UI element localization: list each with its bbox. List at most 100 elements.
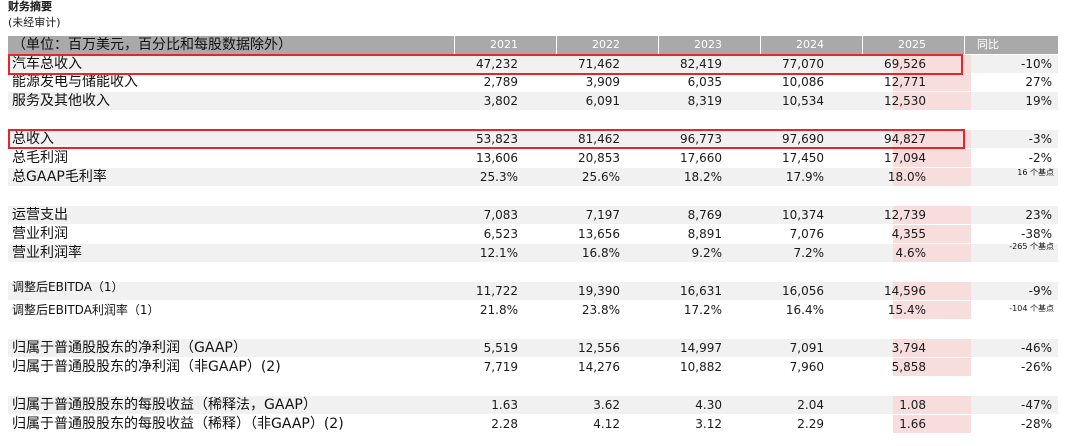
value-2024: 17.9% [785, 170, 824, 184]
value-2022: 71,462 [578, 57, 620, 71]
value-2025: 18.0% [887, 170, 926, 184]
value-2021: 21.8% [479, 303, 518, 317]
value-2024: 16,056 [782, 284, 824, 298]
value-2021: 25.3% [479, 170, 518, 184]
highlight-2025 [893, 130, 971, 148]
year-2021-header: 2021 [490, 38, 518, 51]
table-row: 总GAAP毛利率 25.3% 25.6% 18.2% 17.9% 18.0% [8, 168, 1058, 186]
value-yoy: 27% [1025, 75, 1052, 89]
value-2023: 18.2% [683, 170, 722, 184]
value-yoy: -38% [1020, 227, 1052, 241]
column-divider [964, 36, 965, 54]
table-header: （单位：百万美元，百分比和每股数据除外） 2021 2022 2023 2024… [8, 36, 1058, 54]
value-2024: 7,960 [789, 360, 824, 374]
value-yoy: -9% [1028, 284, 1052, 298]
table-row: 汽车总收入 47,232 71,462 82,419 77,070 69,526… [8, 55, 1058, 73]
row-label: 总收入 [12, 131, 54, 147]
table-row: 归属于普通股股东的每股收益（稀释）（非GAAP）(2) 2.28 4.12 3.… [8, 415, 1058, 433]
row-label: 运营支出 [12, 207, 68, 223]
table-subtitle: (未经审计) [8, 16, 61, 29]
value-2024: 7.2% [793, 246, 825, 260]
value-2021: 1.63 [491, 398, 518, 412]
value-2021: 12.1% [479, 246, 518, 260]
value-2022: 25.6% [581, 170, 620, 184]
row-label: 总毛利润 [12, 150, 68, 166]
value-2021: 3,802 [483, 94, 518, 108]
value-2025: 69,526 [884, 57, 926, 71]
value-yoy: -28% [1020, 417, 1052, 431]
value-2021: 7,719 [483, 360, 518, 374]
value-2025: 3,794 [891, 341, 926, 355]
row-label: 归属于普通股股东的净利润（非GAAP）(2) [12, 359, 281, 375]
value-2021: 47,232 [476, 57, 518, 71]
highlight-2025 [893, 149, 971, 167]
table-title: 财务摘要 [8, 0, 52, 13]
value-2021: 2,789 [483, 75, 518, 89]
value-2022: 13,656 [578, 227, 620, 241]
value-2022: 7,197 [585, 208, 620, 222]
highlight-2025 [893, 396, 971, 414]
value-2024: 77,070 [782, 57, 824, 71]
value-2023: 8,891 [687, 227, 722, 241]
table-row: 归属于普通股股东的净利润（非GAAP）(2) 7,719 14,276 10,8… [8, 358, 1058, 376]
value-yoy: -3% [1028, 132, 1052, 146]
highlight-box-total-revenue [8, 129, 965, 149]
value-2025: 12,771 [884, 75, 926, 89]
value-2021: 11,722 [476, 284, 518, 298]
value-2023: 6,035 [687, 75, 722, 89]
value-2023: 14,997 [680, 341, 722, 355]
value-2025: 1.66 [899, 417, 926, 431]
unit-label: （单位：百万美元，百分比和每股数据除外） [12, 37, 292, 53]
table-row: 调整后EBITDA利润率（1） 21.8% 23.8% 17.2% 16.4% … [8, 301, 1058, 319]
value-2022: 23.8% [581, 303, 620, 317]
table-row: 营业利润率 12.1% 16.8% 9.2% 7.2% 4.6% [8, 244, 1058, 262]
value-2025: 17,094 [884, 151, 926, 165]
value-2021: 6,523 [483, 227, 518, 241]
yoy-header: 同比 [977, 38, 999, 51]
highlight-2025 [893, 358, 971, 376]
highlight-2025 [893, 168, 971, 186]
row-label: 营业利润 [12, 226, 68, 242]
row-label: 调整后EBITDA利润率（1） [12, 303, 160, 317]
value-2022: 19,390 [578, 284, 620, 298]
value-2025: 15.4% [887, 303, 926, 317]
value-2025: 5,858 [891, 360, 926, 374]
value-2024: 7,076 [789, 227, 824, 241]
value-2024: 7,091 [789, 341, 824, 355]
value-yoy: 23% [1025, 208, 1052, 222]
value-2024: 97,690 [782, 132, 824, 146]
value-2022: 20,853 [578, 151, 620, 165]
highlight-2025 [893, 301, 971, 319]
highlight-2025 [893, 244, 971, 262]
row-label: 汽车总收入 [12, 56, 82, 72]
value-2023: 8,769 [687, 208, 722, 222]
value-2025: 12,739 [884, 208, 926, 222]
value-2024: 10,086 [782, 75, 824, 89]
highlight-box-automotive-revenue [8, 54, 963, 75]
table-row: 归属于普通股股东的净利润（GAAP） 5,519 12,556 14,997 7… [8, 339, 1058, 357]
value-2021: 7,083 [483, 208, 518, 222]
value-2024: 2.29 [797, 417, 824, 431]
highlight-2025 [893, 415, 971, 433]
table-row: 调整后EBITDA（1） 11,722 19,390 16,631 16,056… [8, 280, 1058, 300]
value-yoy: -10% [1020, 57, 1052, 71]
column-divider [454, 36, 455, 54]
column-divider [658, 36, 659, 54]
highlight-2025 [893, 73, 971, 91]
value-2023: 82,419 [680, 57, 722, 71]
year-2022-header: 2022 [592, 38, 620, 51]
value-2025: 4,355 [891, 227, 926, 241]
value-2023: 96,773 [680, 132, 722, 146]
value-2022: 81,462 [578, 132, 620, 146]
row-label: 总GAAP毛利率 [12, 169, 107, 185]
value-yoy: 19% [1025, 94, 1052, 108]
yoy-note: 16 个基点 [1017, 168, 1054, 177]
value-2024: 10,374 [782, 208, 824, 222]
column-divider [556, 36, 557, 54]
value-2025: 1.08 [899, 398, 926, 412]
value-2023: 10,882 [680, 360, 722, 374]
year-2025-header: 2025 [898, 38, 926, 51]
value-2023: 4.30 [695, 398, 722, 412]
value-2022: 3.62 [593, 398, 620, 412]
value-2023: 8,319 [687, 94, 722, 108]
